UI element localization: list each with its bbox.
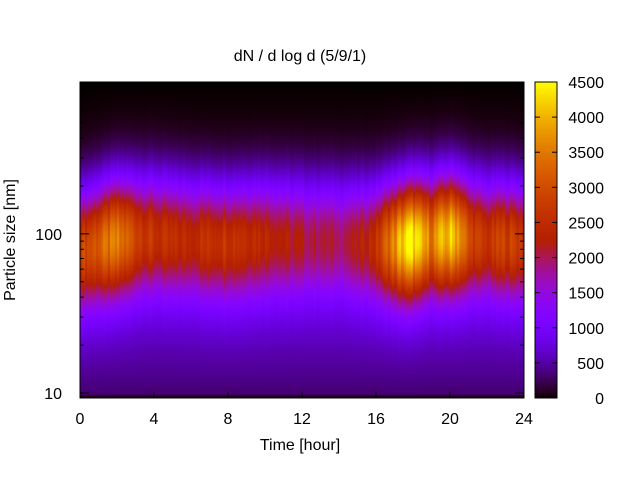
heatmap-image — [80, 82, 524, 398]
y-tick-label: 10 — [44, 386, 62, 403]
x-tick-label: 24 — [515, 411, 533, 428]
colorbar-tick-label: 2000 — [568, 251, 604, 268]
y-axis: 10 100 — [35, 89, 524, 403]
x-tick-label: 16 — [367, 411, 385, 428]
colorbar-axis: 0 500 1000 1500 2000 2500 3000 3500 4000 4500 — [535, 75, 604, 408]
x-tick-label: 12 — [293, 411, 311, 428]
colorbar-tick-label: 4000 — [568, 110, 604, 127]
y-tick-label: 100 — [35, 227, 62, 244]
colorbar-tick-label: 1500 — [568, 286, 604, 303]
x-tick-label: 4 — [150, 411, 159, 428]
colorbar-tick-label: 3000 — [568, 180, 604, 197]
x-tick-label: 20 — [441, 411, 459, 428]
colorbar-tick-label: 3500 — [568, 145, 604, 162]
x-tick-label: 8 — [224, 411, 233, 428]
colorbar-tick-label: 4500 — [568, 75, 604, 92]
y-axis-label: Particle size [nm] — [2, 179, 19, 301]
colorbar-frame — [534, 81, 558, 399]
colorbar-tick-label: 500 — [577, 356, 604, 373]
colorbar-tick-label: 0 — [595, 391, 604, 408]
x-tick-label: 0 — [76, 411, 85, 428]
x-axis: 0 4 8 12 16 20 24 — [76, 82, 533, 428]
chart-title: dN / d log d (5/9/1) — [234, 48, 367, 65]
colorbar-image — [535, 82, 557, 398]
colorbar-tick-label: 1000 — [568, 321, 604, 338]
colorbar-tick-label: 2500 — [568, 215, 604, 232]
x-axis-label: Time [hour] — [260, 437, 340, 454]
